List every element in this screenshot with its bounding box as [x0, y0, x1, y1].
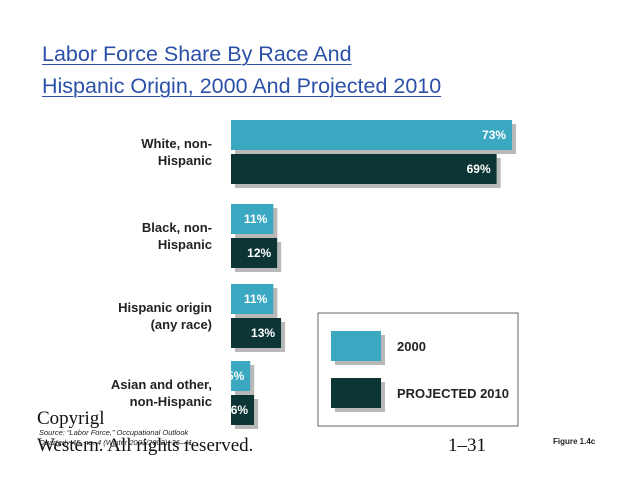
- figure-label: Figure 1.4c: [553, 437, 596, 446]
- category-label-1-line-0: Black, non-: [142, 220, 212, 235]
- copyright-text: Copyrigl: [37, 408, 105, 429]
- category-label-1-line-1: Hispanic: [158, 237, 212, 252]
- slide-title-line-2: Hispanic Origin, 2000 And Projected 2010: [42, 74, 442, 98]
- bar-value-label-2-0: 11%: [244, 292, 268, 306]
- source-line-1: Source: “Labor Force,” Occupational Outl…: [39, 428, 189, 437]
- legend-label-0: 2000: [397, 339, 426, 354]
- bar-value-label-1-1: 12%: [247, 246, 271, 260]
- bar-3-series-1: [231, 395, 255, 425]
- bar-value-label-0-1: 69%: [467, 162, 491, 176]
- category-label-2-line-0: Hispanic origin: [118, 300, 212, 315]
- category-label-0-line-0: White, non-: [141, 136, 212, 151]
- bar-value-label-0-0: 73%: [482, 128, 506, 142]
- bar-value-label-3-1: 6%: [231, 403, 249, 417]
- category-label-0-line-1: Hispanic: [158, 153, 212, 168]
- legend-swatch-1: [331, 378, 381, 408]
- legend-swatch-0: [331, 331, 381, 361]
- bar-2-series-0: [231, 284, 274, 314]
- copyright-owner: Western. All rights reserved.: [37, 435, 254, 456]
- bar-value-label-1-0: 11%: [244, 212, 268, 226]
- category-label-2-line-1: (any race): [151, 317, 212, 332]
- category-label-3-line-1: non-Hispanic: [130, 394, 212, 409]
- page-number: 1–31: [448, 435, 486, 456]
- legend-box: [317, 312, 519, 427]
- slide-title-line-1: Labor Force Share By Race And: [42, 42, 352, 66]
- chart-legend: 2000 PROJECTED 2010: [317, 312, 519, 427]
- bar-0-series-1: [231, 154, 497, 184]
- bar-0-series-0: [231, 120, 513, 150]
- bar-value-label-3-0: 5%: [227, 369, 245, 383]
- bar-1-series-0: [231, 204, 274, 234]
- bar-2-series-1: [231, 318, 282, 348]
- category-label-3-line-0: Asian and other,: [111, 377, 212, 392]
- slide-title: Labor Force Share By Race And Hispanic O…: [42, 38, 441, 102]
- bar-1-series-1: [231, 238, 278, 268]
- bar-3-series-0: [231, 361, 251, 391]
- source-line-2: Quarterly 45, no. 4 (Winter 2001/2002): …: [39, 438, 195, 447]
- legend-label-1: PROJECTED 2010: [397, 386, 509, 401]
- chart-source-note: Source: “Labor Force,” Occupational Outl…: [39, 428, 254, 448]
- bar-value-label-2-1: 13%: [251, 326, 275, 340]
